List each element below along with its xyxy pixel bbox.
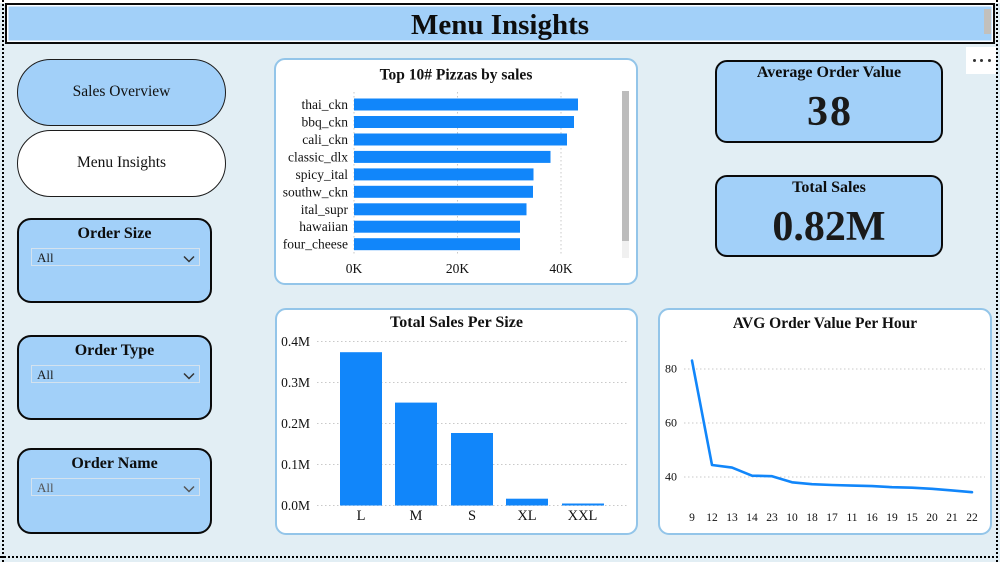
- svg-text:9: 9: [689, 512, 695, 524]
- svg-text:19: 19: [886, 512, 898, 524]
- svg-text:10: 10: [786, 512, 798, 524]
- svg-text:XXL: XXL: [568, 508, 598, 524]
- svg-text:Top 10# Pizzas by sales: Top 10# Pizzas by sales: [380, 67, 533, 84]
- svg-text:20: 20: [926, 512, 938, 524]
- svg-text:0.4M: 0.4M: [281, 334, 310, 349]
- svg-text:spicy_ital: spicy_ital: [296, 167, 349, 182]
- svg-text:18: 18: [806, 512, 818, 524]
- svg-text:22: 22: [966, 512, 978, 524]
- svg-text:bbq_ckn: bbq_ckn: [302, 115, 349, 130]
- svg-text:0.0M: 0.0M: [281, 498, 310, 513]
- svg-text:20K: 20K: [446, 261, 470, 276]
- svg-text:17: 17: [826, 512, 838, 524]
- svg-text:40: 40: [665, 470, 677, 484]
- svg-text:XL: XL: [517, 508, 536, 524]
- svg-text:hawaiian: hawaiian: [299, 219, 348, 234]
- svg-text:60: 60: [665, 416, 677, 430]
- svg-text:four_cheese: four_cheese: [283, 237, 348, 252]
- svg-text:cali_ckn: cali_ckn: [302, 132, 348, 147]
- svg-text:23: 23: [766, 512, 778, 524]
- svg-text:southw_ckn: southw_ckn: [283, 184, 348, 199]
- svg-text:Total Sales Per Size: Total Sales Per Size: [390, 314, 523, 331]
- svg-text:16: 16: [866, 512, 878, 524]
- svg-text:12: 12: [706, 512, 718, 524]
- svg-text:15: 15: [906, 512, 918, 524]
- svg-text:0K: 0K: [346, 261, 363, 276]
- svg-text:L: L: [357, 508, 366, 524]
- svg-text:40K: 40K: [549, 261, 573, 276]
- svg-text:21: 21: [946, 512, 958, 524]
- svg-text:13: 13: [726, 512, 738, 524]
- svg-text:classic_dlx: classic_dlx: [288, 149, 348, 164]
- svg-text:0.3M: 0.3M: [281, 375, 310, 390]
- svg-text:0.2M: 0.2M: [281, 416, 310, 431]
- svg-text:ital_supr: ital_supr: [301, 202, 349, 217]
- svg-text:S: S: [468, 508, 476, 524]
- svg-text:11: 11: [846, 512, 857, 524]
- svg-text:80: 80: [665, 362, 677, 376]
- svg-text:AVG Order Value Per Hour: AVG Order Value Per Hour: [733, 315, 917, 332]
- svg-text:thai_ckn: thai_ckn: [302, 97, 349, 112]
- svg-text:14: 14: [746, 512, 758, 524]
- svg-text:M: M: [410, 508, 423, 524]
- svg-text:0.1M: 0.1M: [281, 457, 310, 472]
